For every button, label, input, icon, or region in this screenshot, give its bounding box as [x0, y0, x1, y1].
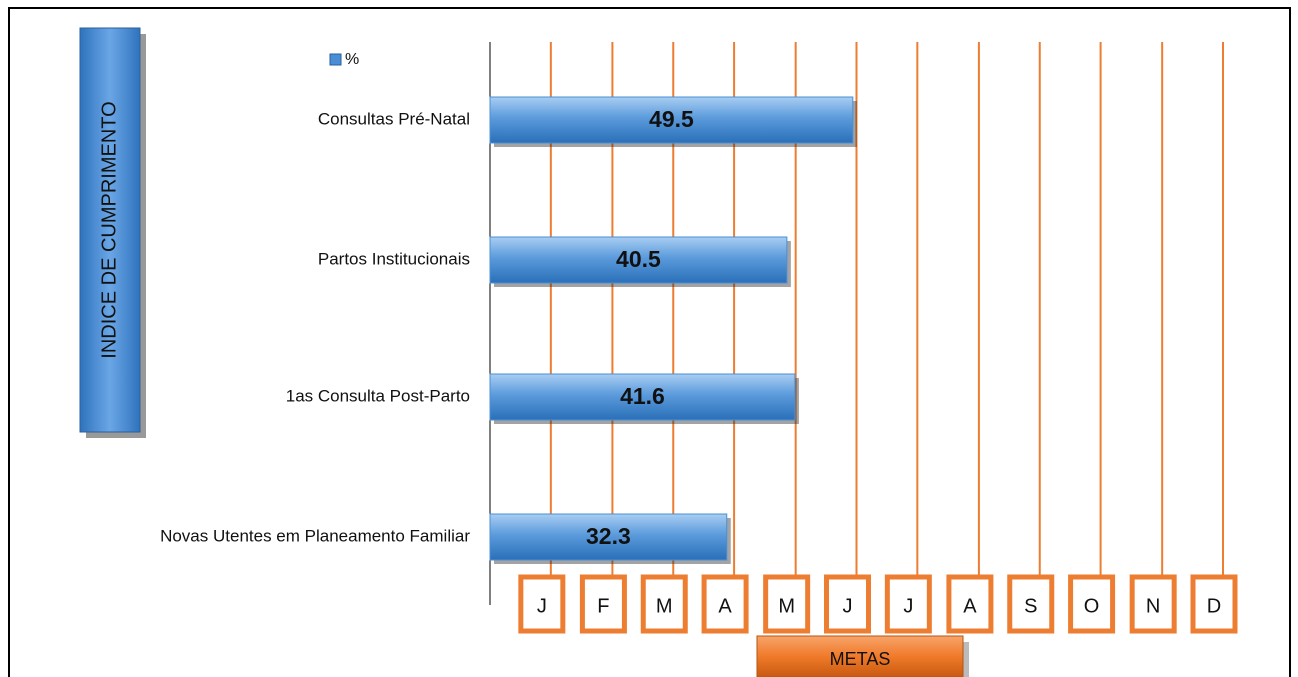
x-tick-box — [1068, 574, 1116, 634]
x-tick-label: S — [1024, 595, 1037, 617]
x-tick-box — [518, 574, 566, 634]
x-tick-box — [1007, 574, 1055, 634]
bar — [489, 96, 854, 144]
x-tick-box — [824, 574, 871, 634]
x-tick-box — [1190, 574, 1238, 634]
x-tick-label: J — [903, 595, 913, 617]
x-axis-label: METAS — [830, 649, 891, 669]
x-label-box — [756, 635, 964, 677]
y-tick-label: 1as Consulta Post-Parto — [286, 386, 470, 405]
x-tick-label: O — [1084, 595, 1100, 617]
bar — [489, 373, 796, 421]
x-tick-box — [884, 574, 932, 634]
x-tick-box — [701, 574, 749, 634]
x-tick-label: M — [656, 595, 673, 617]
legend-label: % — [345, 51, 359, 68]
data-label: 41.6 — [620, 383, 665, 409]
x-tick-box — [763, 574, 811, 634]
y-axis-label: INDICE DE CUMPRIMENTO — [98, 101, 120, 358]
x-tick-label: J — [843, 595, 853, 617]
y-tick-label: Novas Utentes em Planeamento Familiar — [160, 526, 470, 545]
x-tick-label: J — [537, 595, 547, 617]
x-tick-label: N — [1146, 595, 1160, 617]
frame — [8, 7, 1291, 677]
x-tick-label: A — [963, 595, 977, 617]
x-tick-label: M — [778, 595, 795, 617]
x-tick-box — [1129, 574, 1177, 634]
y-tick-label: Partos Institucionais — [318, 249, 470, 268]
data-label: 32.3 — [586, 523, 631, 549]
x-tick-box — [579, 574, 627, 634]
data-label: 40.5 — [616, 246, 661, 272]
x-tick-label: D — [1207, 595, 1221, 617]
bar — [489, 236, 788, 284]
y-label-box — [79, 27, 141, 433]
x-tick-box — [946, 574, 994, 634]
bar — [489, 513, 728, 561]
x-tick-box — [640, 574, 688, 634]
x-tick-label: A — [718, 595, 732, 617]
x-tick-label: F — [597, 595, 609, 617]
data-label: 49.5 — [649, 106, 694, 132]
y-tick-label: Consultas Pré-Natal — [318, 109, 470, 128]
legend-swatch — [329, 53, 342, 66]
